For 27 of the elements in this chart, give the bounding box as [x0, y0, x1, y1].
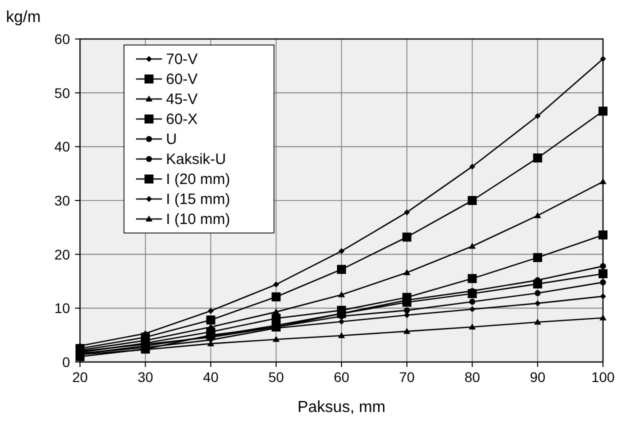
legend-label: 70-V: [166, 51, 198, 68]
x-axis-title: Paksus, mm: [297, 399, 386, 416]
y-tick-label: 60: [54, 31, 70, 47]
x-tick-label: 60: [334, 369, 350, 385]
y-tick-label: 30: [54, 192, 70, 208]
x-tick-label: 20: [72, 369, 88, 385]
x-tick-label: 90: [530, 369, 546, 385]
legend-label: 60-X: [166, 111, 198, 128]
legend-label: 45-V: [166, 91, 198, 108]
y-tick-label: 20: [54, 246, 70, 262]
y-axis-title: kg/m: [6, 9, 41, 26]
x-tick-label: 80: [464, 369, 480, 385]
legend-label: I (20 mm): [166, 171, 230, 188]
legend-label: Kaksik-U: [166, 151, 226, 168]
y-tick-label: 40: [54, 138, 70, 155]
legend-label: 60-V: [166, 71, 198, 88]
legend-label: I (10 mm): [166, 211, 230, 228]
x-tick-label: 50: [268, 369, 284, 385]
y-tick-label: 50: [54, 84, 70, 101]
x-tick-label: 40: [202, 369, 219, 385]
x-tick-label: 70: [399, 369, 415, 385]
legend-label: I (15 mm): [166, 191, 230, 208]
x-tick-label: 100: [591, 369, 615, 385]
x-tick-label: 30: [138, 369, 154, 385]
legend-label: U: [166, 131, 177, 148]
y-tick-label: 0: [62, 354, 70, 370]
y-tick-label: 10: [54, 300, 70, 316]
